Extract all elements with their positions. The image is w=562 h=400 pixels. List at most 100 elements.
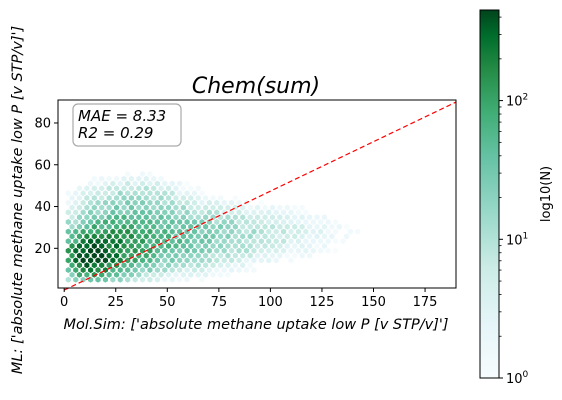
hexbin-cell — [269, 243, 275, 249]
hexbin-cell — [292, 252, 298, 259]
hexbin-cell — [143, 252, 149, 259]
hexbin-cell — [69, 204, 75, 211]
hexbin-cell — [136, 175, 142, 182]
hexbin-cell — [125, 180, 131, 187]
hexbin-cell — [206, 267, 212, 273]
hexbin-cell — [303, 247, 309, 254]
hexbin-cell — [147, 267, 153, 273]
hexbin-cell — [143, 175, 149, 182]
hexbin-cell — [154, 276, 160, 283]
hexbin-cell — [84, 252, 90, 259]
hexbin-cell — [65, 228, 71, 235]
hexbin-cell — [110, 257, 116, 264]
hexbin-cell — [314, 223, 320, 230]
hexbin-cell — [225, 233, 231, 240]
hexbin-cell — [310, 238, 316, 245]
hexbin-cell — [251, 247, 257, 254]
hexbin-cell — [314, 233, 320, 240]
hexbin-cell — [191, 257, 198, 264]
hexbin-cell — [91, 185, 97, 192]
hexbin-cell — [266, 247, 272, 254]
hexbin-cell — [132, 276, 138, 283]
hexbin-cell — [318, 219, 324, 225]
hexbin-cell — [91, 243, 97, 249]
hexbin-cell — [136, 214, 142, 221]
hexbin-cell — [125, 219, 131, 225]
hexbin-cell — [273, 238, 279, 245]
hexbin-cell — [273, 247, 279, 254]
hexbin-cell — [255, 214, 261, 221]
hexbin-cell — [76, 223, 82, 230]
hexbin-cell — [177, 228, 183, 235]
hexbin-cell — [73, 190, 79, 197]
hexbin-cell — [240, 262, 246, 269]
x-axis-label: Mol.Sim: ['absolute methane uptake low P… — [63, 317, 448, 333]
hexbin-cell — [102, 199, 108, 206]
hexbin-cell — [154, 267, 160, 273]
hexbin-cell — [177, 219, 183, 225]
hexbin-cell — [247, 233, 253, 240]
hexbin-cell — [154, 228, 160, 235]
hexbin-cell — [65, 276, 71, 283]
hexbin-cell — [210, 204, 216, 211]
hexbin-cell — [110, 209, 116, 216]
hexbin-cell — [266, 219, 272, 225]
hexbin-cell — [177, 199, 183, 206]
hexbin-cell — [258, 219, 264, 225]
hexbin-cell — [258, 247, 264, 254]
hexbin-cell — [102, 247, 108, 254]
hexbin-cell — [333, 238, 339, 245]
hexbin-cell — [99, 185, 105, 192]
hexbin-cell — [217, 252, 224, 259]
hexbin-cell — [147, 247, 153, 254]
hexbin-cell — [102, 209, 108, 216]
hexbin-cell — [91, 271, 97, 278]
hexbin-cell — [281, 238, 287, 245]
x-tick-label: 125 — [310, 295, 335, 310]
hexbin-cell — [121, 204, 127, 211]
hexbin-cell — [132, 238, 138, 245]
hexbin-cell — [95, 199, 101, 206]
hexbin-cell — [80, 228, 86, 235]
hexbin-cell — [151, 252, 157, 259]
hexbin-cell — [325, 247, 331, 254]
hexbin-cell — [240, 252, 246, 259]
hexbin-cell — [288, 209, 294, 216]
hexbin-cell — [114, 204, 120, 211]
hexbin-cell — [125, 190, 131, 197]
hexbin-cell — [147, 219, 153, 225]
hexbin-cell — [277, 243, 283, 249]
hexbin-cell — [84, 195, 90, 201]
hexbin-cell — [84, 204, 90, 211]
hexbin-cell — [110, 219, 116, 225]
hexbin-cell — [203, 252, 209, 259]
hexbin-cell — [188, 223, 194, 230]
hexbin-cell — [106, 185, 112, 192]
mae-label: MAE = 8.33 — [78, 107, 166, 125]
hexbin-cell — [88, 190, 94, 197]
hexbin-cell — [191, 190, 198, 197]
y-tick-label: 60 — [34, 158, 51, 173]
hexbin-cell — [221, 238, 227, 245]
hexbin-cell — [99, 271, 105, 278]
hexbin-cell — [99, 252, 105, 259]
hexbin-cell — [229, 219, 235, 225]
hexbin-cell — [295, 228, 301, 235]
hexbin-cell — [277, 233, 283, 240]
hexbin-cell — [106, 252, 112, 259]
hexbin-cell — [106, 233, 112, 240]
hexbin-cell — [173, 214, 179, 221]
hexbin-cell — [128, 195, 134, 201]
hexbin-cell — [295, 209, 301, 216]
hexbin-cell — [121, 243, 127, 249]
hexbin-cell — [69, 271, 75, 278]
hexbin-cell — [206, 219, 212, 225]
chart-title: Chem(sum) — [192, 74, 320, 99]
x-tick-label: 150 — [361, 295, 386, 310]
hexbin-cell — [121, 252, 127, 259]
hexbin-cell — [128, 271, 134, 278]
hexbin-cell — [147, 190, 153, 197]
hexbin-cell — [140, 171, 146, 177]
hexbin-cell — [210, 252, 216, 259]
hexbin-cell — [132, 267, 138, 273]
